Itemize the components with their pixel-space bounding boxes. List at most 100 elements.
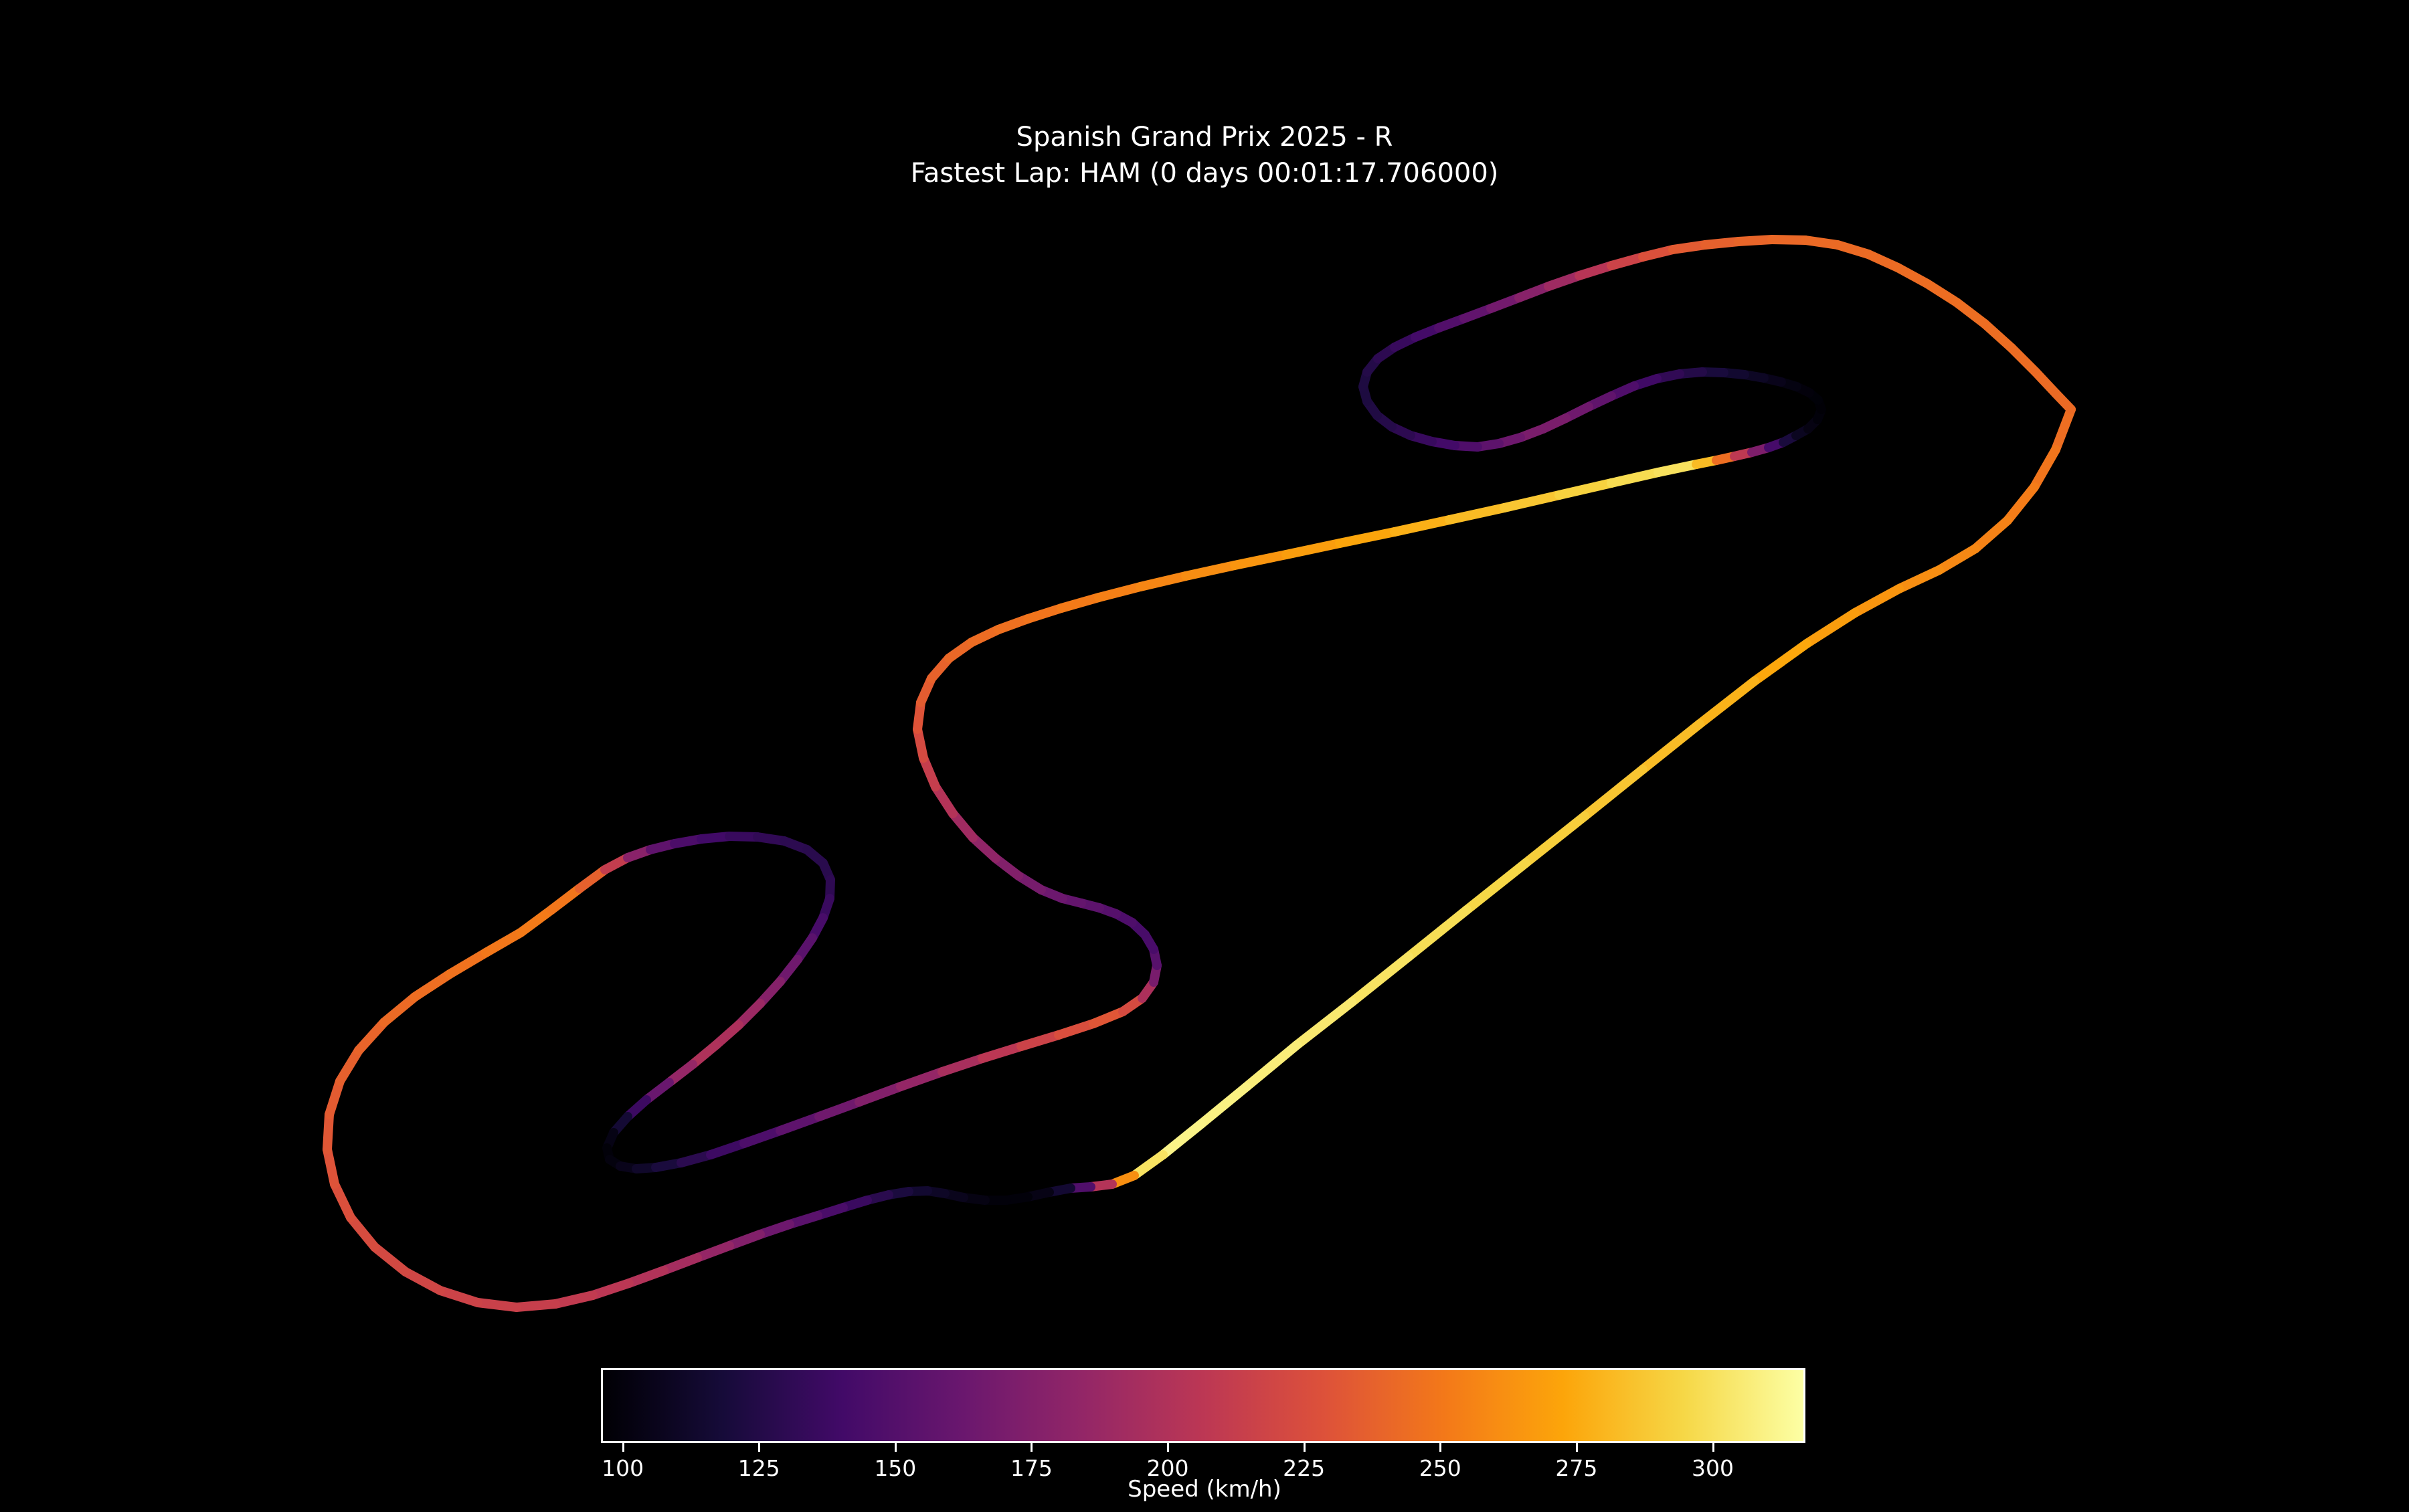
track-segment bbox=[776, 955, 802, 986]
track-segment bbox=[2030, 445, 2060, 492]
colorbar-tick-label: 200 bbox=[1146, 1455, 1189, 1481]
track-segment bbox=[1668, 240, 1710, 254]
colorbar-tick-label: 225 bbox=[1283, 1455, 1326, 1481]
track-segment bbox=[693, 1241, 734, 1262]
track-segment bbox=[1923, 279, 1961, 307]
track-segment bbox=[1580, 765, 1647, 821]
colorbar-tick-label: 125 bbox=[737, 1455, 780, 1481]
colorbar-tick bbox=[1439, 1443, 1442, 1452]
track-segment bbox=[1638, 245, 1678, 262]
track-segment bbox=[1980, 319, 2016, 353]
colorbar-tick bbox=[1303, 1443, 1306, 1452]
colorbar-tick-label: 250 bbox=[1419, 1455, 1461, 1481]
track-segment bbox=[755, 1220, 794, 1239]
track-segment bbox=[1554, 478, 1616, 500]
plot-title: Spanish Grand Prix 2025 - R Fastest Lap:… bbox=[0, 119, 2409, 191]
track-segment bbox=[1514, 282, 1553, 302]
colorbar-tick bbox=[894, 1443, 897, 1452]
track-segment bbox=[1935, 544, 1980, 575]
track-segment bbox=[1952, 298, 1989, 328]
track-segment bbox=[688, 1040, 721, 1069]
colorbar-tick bbox=[1167, 1443, 1170, 1452]
track-segment bbox=[325, 1076, 345, 1119]
track-segment bbox=[547, 884, 584, 915]
track-segment bbox=[1486, 293, 1524, 313]
track-segment bbox=[1971, 516, 2012, 553]
track-segment bbox=[2031, 367, 2060, 398]
track-segment bbox=[2007, 343, 2040, 377]
track-segment bbox=[1802, 608, 1860, 648]
track-segment bbox=[967, 625, 1003, 647]
colorbar-tick-label: 100 bbox=[602, 1455, 644, 1481]
colorbar-gradient bbox=[601, 1368, 1805, 1443]
track-segment bbox=[1196, 1082, 1251, 1129]
track-segment bbox=[379, 992, 420, 1027]
track-segment bbox=[978, 1042, 1026, 1063]
track-segment bbox=[410, 969, 454, 1002]
track-segment bbox=[755, 977, 785, 1008]
track-segment bbox=[938, 1054, 987, 1076]
colorbar-tick bbox=[1575, 1443, 1578, 1452]
colorbar-tick bbox=[1031, 1443, 1033, 1452]
track-segment bbox=[1281, 539, 1344, 559]
track-segment bbox=[1241, 1040, 1302, 1092]
track-segment bbox=[725, 1230, 765, 1250]
track-segment bbox=[1136, 571, 1190, 591]
track-segment bbox=[1016, 1030, 1063, 1051]
colorbar-tick bbox=[758, 1443, 761, 1452]
track-segment bbox=[1850, 584, 1904, 618]
track-segment bbox=[473, 1298, 521, 1312]
track-segment bbox=[1893, 263, 1932, 288]
track-segment bbox=[335, 1046, 363, 1086]
track-segment bbox=[323, 1145, 339, 1189]
track-segment bbox=[994, 614, 1033, 634]
track-segment bbox=[968, 833, 1000, 863]
track-segment bbox=[1521, 812, 1589, 868]
track-segment bbox=[1750, 639, 1811, 686]
track-segment bbox=[711, 1020, 743, 1050]
colorbar-tick-label: 300 bbox=[1692, 1455, 1734, 1481]
track-segment bbox=[624, 1266, 668, 1288]
track-segment bbox=[354, 1018, 389, 1055]
track-segment bbox=[1230, 550, 1291, 570]
colorbar-tick-label: 275 bbox=[1555, 1455, 1598, 1481]
colorbar-tick-label: 175 bbox=[1010, 1455, 1053, 1481]
track-segment bbox=[1158, 1119, 1206, 1159]
track-segment bbox=[323, 1110, 334, 1154]
track-segment bbox=[1654, 460, 1701, 477]
track-segment bbox=[677, 1150, 715, 1167]
track-segment bbox=[1607, 468, 1663, 488]
track-segment bbox=[1462, 858, 1530, 915]
track-segment bbox=[575, 865, 610, 893]
track-segment bbox=[1700, 237, 1743, 250]
track-segment bbox=[1500, 490, 1564, 512]
track-segment bbox=[512, 1299, 560, 1312]
track-segment bbox=[436, 1286, 482, 1307]
track-segment bbox=[991, 854, 1023, 880]
track-segment bbox=[664, 1060, 697, 1087]
track-segment bbox=[1734, 235, 1777, 246]
track-segment bbox=[739, 1126, 785, 1148]
track-segment bbox=[706, 1139, 749, 1159]
track-segment bbox=[948, 809, 978, 842]
track-segment bbox=[1445, 503, 1509, 525]
colorbar-label: Speed (km/h) bbox=[1128, 1476, 1281, 1503]
track-segment bbox=[1544, 271, 1584, 291]
track-segment bbox=[776, 1112, 824, 1135]
track-segment bbox=[2051, 389, 2076, 414]
colorbar-tick bbox=[622, 1443, 624, 1452]
track-segment bbox=[725, 832, 762, 842]
track-segment bbox=[931, 782, 958, 818]
track-segment bbox=[588, 1279, 634, 1300]
track-segment bbox=[2003, 482, 2039, 525]
plot-title-line2: Fastest Lap: HAM (0 days 00:01:17.706000… bbox=[910, 158, 1499, 189]
track-segment bbox=[551, 1291, 598, 1309]
speed-colorbar: 100 125 150 175 200 225 250 275 300 bbox=[601, 1368, 1805, 1481]
track-segment bbox=[401, 1267, 445, 1295]
track-segment bbox=[1054, 1019, 1098, 1040]
track-segment bbox=[445, 948, 490, 979]
plot-title-line1: Spanish Grand Prix 2025 - R bbox=[1016, 122, 1393, 153]
track-segment bbox=[481, 928, 525, 957]
track-segment bbox=[913, 725, 928, 763]
